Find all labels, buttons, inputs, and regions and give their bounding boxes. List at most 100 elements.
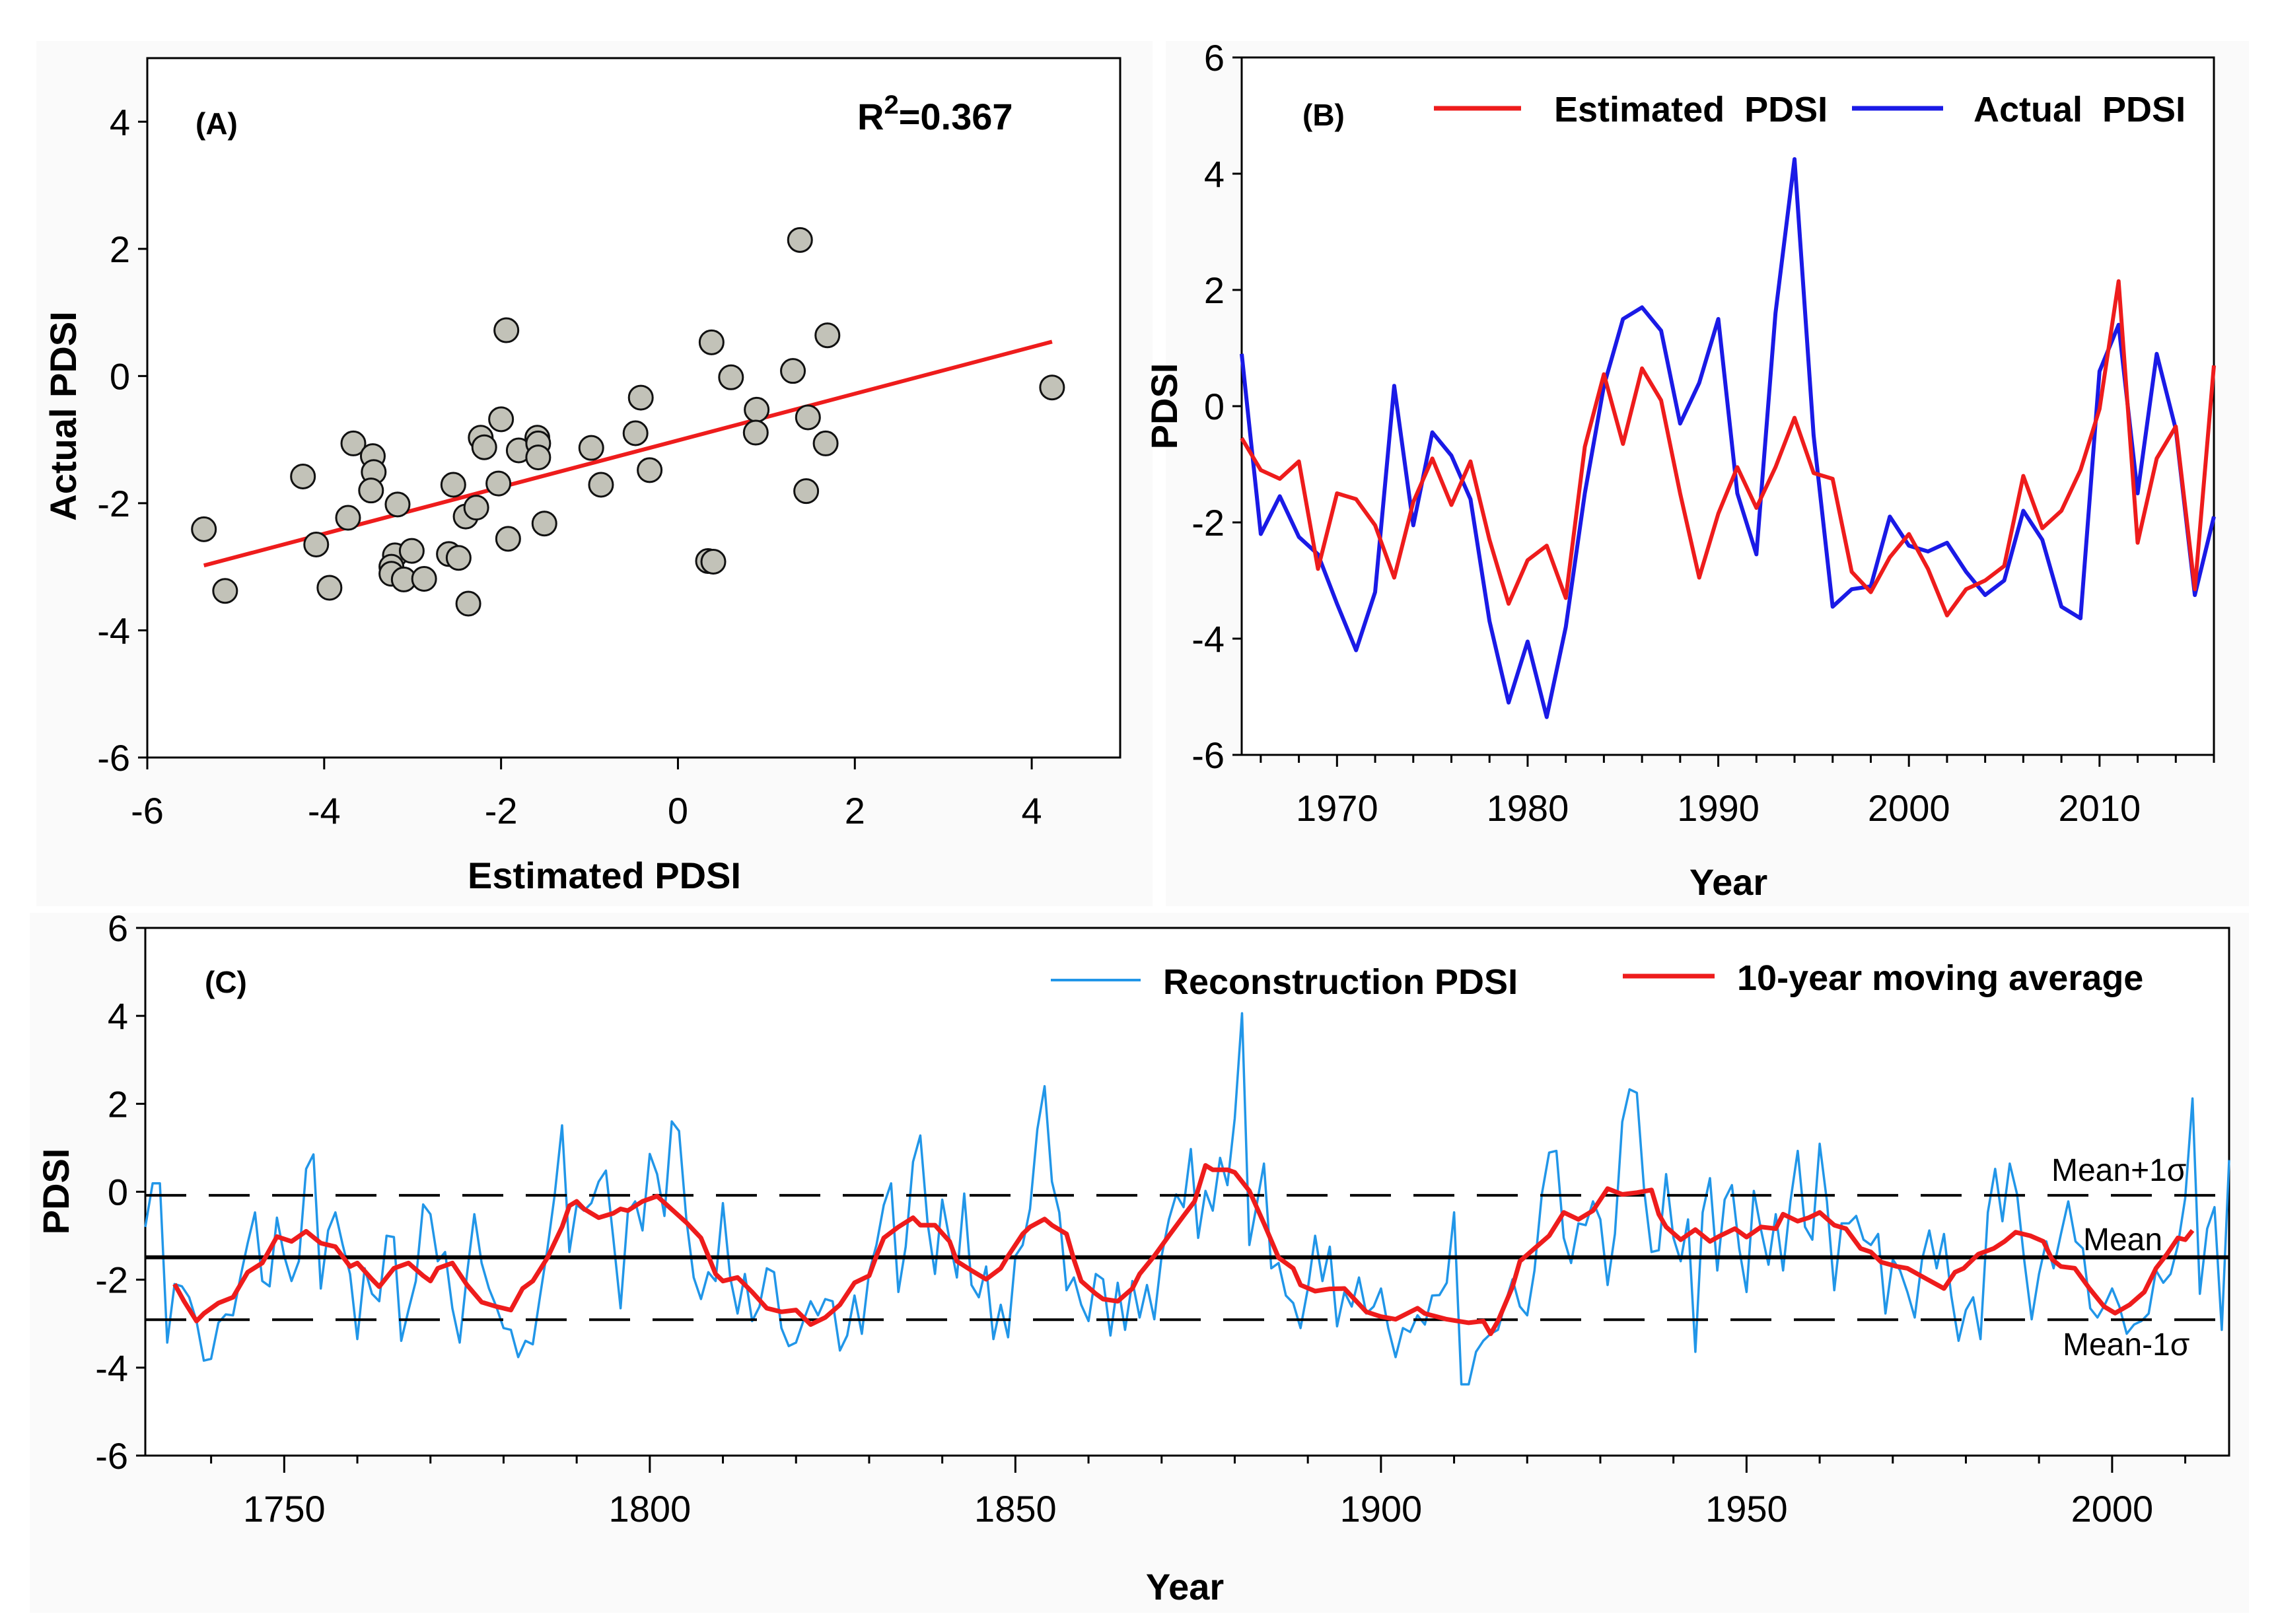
scatter-point [744, 396, 770, 423]
scatter-point [787, 227, 813, 253]
panel-a-scatter: (A) R2=0.367 Estimated PDSI Actual PDSI … [42, 57, 1121, 896]
panel-c-y-tick-label: 2 [108, 1083, 128, 1125]
scatter-point [814, 322, 841, 349]
panel-b-x-tick-label: 2000 [1868, 787, 1950, 829]
reference-label-mean-plus-sigma: Mean+1σ [2051, 1153, 2186, 1188]
panel-b-y-tick-label: -4 [1191, 618, 1225, 660]
reconstruction-pdsi-line [144, 1012, 2230, 1386]
panel-b-tag: (B) [1302, 98, 1345, 132]
scatter-point [622, 420, 649, 446]
panel-b-x-tick-label: 1990 [1677, 787, 1760, 829]
scatter-point [191, 516, 217, 542]
panel-a-x-tick-label: -6 [131, 790, 164, 831]
legend-moving-average-label: 10-year moving average [1737, 958, 2143, 998]
scatter-point [463, 495, 489, 521]
panel-c-x-tick-label: 1750 [243, 1488, 326, 1530]
scatter-point [493, 317, 520, 343]
panel-c-x-tick-label: 1800 [609, 1488, 692, 1530]
panel-a-y-tick-label: 4 [110, 101, 130, 143]
actual-pdsi-line [1240, 157, 2216, 719]
moving-average-line [172, 1163, 2195, 1337]
scatter-point [340, 430, 367, 456]
scatter-point [588, 472, 614, 498]
panel-b-x-axis-title: Year [1689, 861, 1767, 903]
scatter-point [1039, 374, 1065, 401]
panel-c-reconstruction: (C) Reconstruction PDSI 10-year moving a… [35, 907, 2230, 1607]
panel-b-y-tick-label: 4 [1204, 153, 1225, 195]
panel-a-x-tick-label: -4 [308, 790, 341, 831]
panel-b-timeseries: (B) Estimated PDSI Actual PDSI Year PDSI… [1143, 37, 2216, 903]
scatter-point [795, 404, 821, 431]
legend-actual-label: Actual PDSI [1974, 90, 2186, 129]
estimated-pdsi-line [1240, 279, 2216, 618]
scatter-point [718, 364, 744, 390]
scatter-point [335, 505, 361, 531]
scatter-point [780, 358, 806, 384]
panel-a-y-tick-label: -4 [97, 610, 130, 651]
panel-b-x-tick-label: 1970 [1296, 787, 1378, 829]
r-value: =0.367 [899, 96, 1013, 137]
panel-a-x-axis-title: Estimated PDSI [468, 855, 741, 896]
panel-a-x-tick-label: 0 [668, 790, 688, 831]
panel-a-x-tick-label: 4 [1022, 790, 1042, 831]
panel-c-y-tick-label: -4 [95, 1347, 128, 1389]
scatter-point [303, 531, 330, 557]
scatter-point [812, 430, 839, 456]
panel-a-y-axis-title: Actual PDSI [42, 311, 84, 520]
scatter-point [290, 463, 316, 489]
panel-c-y-tick-label: -2 [95, 1259, 128, 1301]
scatter-point [793, 478, 820, 505]
scatter-point [742, 419, 769, 446]
scatter-point [698, 329, 725, 355]
scatter-point [627, 384, 654, 411]
panel-b-x-tick-label: 2010 [2059, 787, 2141, 829]
scatter-point [316, 575, 343, 601]
panel-a-y-tick-label: 2 [110, 229, 130, 270]
legend-reconstruction-label: Reconstruction PDSI [1163, 962, 1518, 1002]
panel-c-y-tick-label: 6 [108, 907, 128, 949]
panel-c-y-tick-label: 0 [108, 1172, 128, 1213]
r-base: R [857, 96, 884, 137]
panel-c-x-tick-label: 1900 [1340, 1488, 1423, 1530]
scatter-point [531, 511, 557, 537]
scatter-point [485, 470, 512, 497]
scatter-point [440, 472, 466, 498]
panel-b-y-tick-label: 0 [1204, 386, 1225, 427]
panel-c-tag: (C) [205, 965, 247, 999]
panel-a-x-tick-label: 2 [845, 790, 865, 831]
panel-c-y-tick-label: 4 [108, 995, 128, 1037]
panel-c-x-tick-label: 2000 [2071, 1488, 2154, 1530]
reference-label-mean: Mean [2083, 1222, 2162, 1257]
panel-a-y-tick-label: 0 [110, 355, 130, 397]
panel-b-y-tick-label: 6 [1204, 37, 1225, 79]
panel-c-x-axis-title: Year [1146, 1566, 1224, 1607]
scatter-point [471, 434, 497, 460]
legend-estimated-label: Estimated PDSI [1554, 90, 1828, 129]
scatter-point [525, 444, 551, 471]
scatter-point [637, 457, 663, 483]
panel-b-x-tick-label: 1980 [1487, 787, 1569, 829]
panel-a-y-tick-label: -6 [97, 737, 130, 779]
panel-a-tag: (A) [196, 106, 238, 141]
scatter-point [488, 406, 515, 433]
panel-b-y-tick-label: -6 [1191, 734, 1225, 776]
panel-c-plot-frame [144, 927, 2230, 1457]
panel-a-y-tick-label: -2 [97, 483, 130, 524]
panel-b-y-tick-label: -2 [1191, 502, 1225, 544]
panel-c-y-tick-label: -6 [95, 1435, 128, 1477]
panel-c-x-tick-label: 1850 [974, 1488, 1057, 1530]
r-superscript: 2 [884, 90, 898, 120]
panel-b-y-tick-label: 2 [1204, 269, 1225, 311]
scatter-point [411, 565, 437, 592]
panel-c-y-axis-title: PDSI [35, 1148, 77, 1235]
scatter-point [398, 538, 425, 564]
r-squared-annotation: R2=0.367 [857, 90, 1013, 137]
scatter-point [445, 545, 472, 571]
panel-c-x-tick-label: 1950 [1705, 1488, 1788, 1530]
panel-a-x-tick-label: -2 [485, 790, 518, 831]
scatter-point [700, 548, 727, 575]
scatter-point [495, 526, 521, 552]
scatter-point [358, 477, 384, 504]
scatter-point [212, 578, 238, 604]
